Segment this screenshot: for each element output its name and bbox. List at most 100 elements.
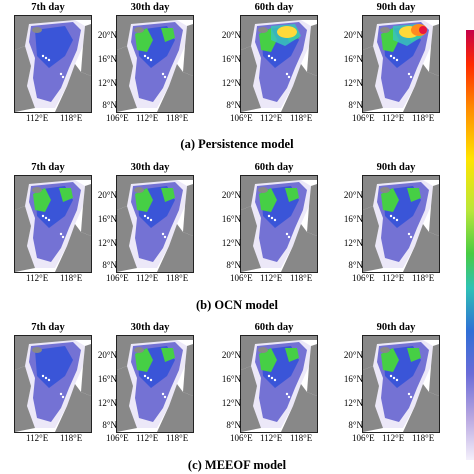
island-dot xyxy=(270,376,274,380)
land-philippines xyxy=(307,24,317,76)
caption-b: (b) OCN model xyxy=(196,298,278,312)
island-dot xyxy=(161,72,165,76)
panel-b-2: 30th day 20°N 16°N 12°N 8°N 106°E 112°E … xyxy=(98,162,194,286)
sea-green-zone xyxy=(135,348,153,372)
sea-green-zone xyxy=(161,348,175,362)
land-borneo xyxy=(281,224,317,272)
island-dot xyxy=(41,374,45,378)
land-philippines xyxy=(183,184,193,236)
lon-label: 106°E xyxy=(106,433,129,443)
lon-label: 118°E xyxy=(166,113,189,123)
land-indochina xyxy=(15,366,35,432)
lat-label: 12°N xyxy=(221,238,241,248)
lon-label: 106°E xyxy=(352,433,375,443)
island-dot xyxy=(287,395,291,399)
land-mainland xyxy=(15,176,91,210)
lat-label: 12°N xyxy=(97,78,117,88)
day-label: 60th day xyxy=(254,2,294,13)
island-dot xyxy=(143,214,147,218)
island-dot xyxy=(149,378,153,382)
lat-label: 16°N xyxy=(343,214,363,224)
lat-label: 8°N xyxy=(226,100,241,110)
lat-label: 12°N xyxy=(343,78,363,88)
island-dot xyxy=(273,378,277,382)
lon-label: 118°E xyxy=(166,273,189,283)
island-dot xyxy=(161,232,165,236)
sea-green-zone xyxy=(381,348,399,372)
lat-label: 20°N xyxy=(97,350,117,360)
land-hainan xyxy=(258,347,268,353)
lat-label: 20°N xyxy=(343,350,363,360)
sea-green-zone xyxy=(135,188,153,212)
day-label: 90th day xyxy=(376,322,416,333)
lat-label: 16°N xyxy=(221,54,241,64)
island-dot xyxy=(267,54,271,58)
lat-label: 16°N xyxy=(97,214,117,224)
sea-green-zone xyxy=(259,188,277,212)
panel-c-2: 30th day 20°N 16°N 12°N 8°N 106°E 112°E … xyxy=(98,322,194,446)
land-philippines xyxy=(429,344,439,396)
map-60th-day xyxy=(240,15,318,113)
island-dot xyxy=(149,58,153,62)
island-dot xyxy=(146,216,150,220)
lon-label: 112°E xyxy=(260,113,283,123)
panel-b-1: 7th day 112°E 118°E xyxy=(4,162,92,286)
land-borneo xyxy=(157,384,193,432)
lat-label: 8°N xyxy=(226,260,241,270)
island-dot xyxy=(409,235,413,239)
lon-label: 112°E xyxy=(26,273,49,283)
land-hainan xyxy=(134,27,144,33)
map-90th-day xyxy=(362,335,440,433)
day-label: 7th day xyxy=(31,162,65,173)
map-graphic xyxy=(15,336,91,432)
lon-label: 118°E xyxy=(412,113,435,123)
island-dot xyxy=(163,235,167,239)
island-dot xyxy=(149,218,153,222)
lon-label: 118°E xyxy=(290,433,313,443)
land-borneo xyxy=(157,224,193,272)
land-philippines xyxy=(307,344,317,396)
day-label: 30th day xyxy=(130,322,170,333)
lat-label: 12°N xyxy=(343,398,363,408)
lon-label: 112°E xyxy=(136,273,159,283)
lat-label: 20°N xyxy=(221,30,241,40)
land-borneo xyxy=(157,64,193,112)
land-indochina xyxy=(117,206,137,272)
caption-a: (a) Persistence model xyxy=(180,137,294,151)
land-mainland xyxy=(241,16,317,50)
map-60th-day xyxy=(240,175,318,273)
colorbar xyxy=(466,30,474,460)
lat-label: 20°N xyxy=(221,190,241,200)
lat-label: 16°N xyxy=(97,54,117,64)
day-label: 90th day xyxy=(376,162,416,173)
land-hainan xyxy=(258,27,268,33)
island-dot xyxy=(273,218,277,222)
lat-label: 16°N xyxy=(221,214,241,224)
day-label: 30th day xyxy=(130,162,170,173)
island-dot xyxy=(47,218,51,222)
panel-a-3: 60th day 20°N 16°N 12°N 8°N 106°E 112°E … xyxy=(222,2,318,126)
map-graphic xyxy=(363,16,439,112)
land-indochina xyxy=(15,206,35,272)
lat-label: 16°N xyxy=(343,54,363,64)
map-graphic xyxy=(363,336,439,432)
land-indochina xyxy=(363,46,383,112)
lat-label: 12°N xyxy=(221,78,241,88)
land-mainland xyxy=(117,16,193,50)
island-dot xyxy=(267,214,271,218)
land-borneo xyxy=(403,64,439,112)
island-dot xyxy=(395,378,399,382)
day-label: 30th day xyxy=(130,2,170,13)
land-hainan xyxy=(32,27,42,33)
map-graphic xyxy=(363,176,439,272)
land-philippines xyxy=(81,24,91,76)
land-indochina xyxy=(241,206,261,272)
panel-c-4: 90th day 20°N 16°N 12°N 8°N 106°E 112°E … xyxy=(344,322,440,446)
lon-label: 118°E xyxy=(60,273,83,283)
island-dot xyxy=(409,75,413,79)
map-graphic xyxy=(241,16,317,112)
land-philippines xyxy=(183,344,193,396)
sea-green-zone xyxy=(161,28,175,42)
island-dot xyxy=(392,216,396,220)
sea-green-zone xyxy=(161,188,175,202)
